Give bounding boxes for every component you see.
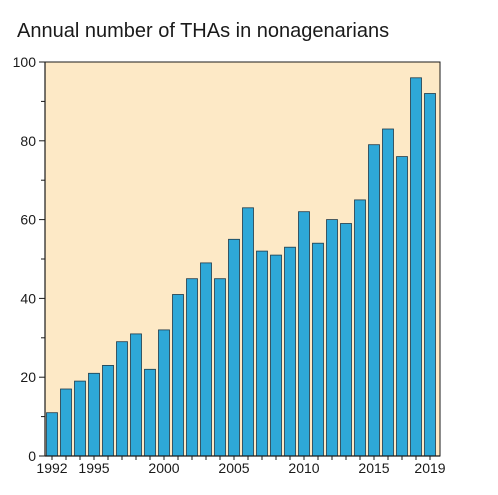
bar-2007 <box>256 250 268 457</box>
x-tick-label: 2010 <box>288 460 319 476</box>
bar-2009 <box>284 246 296 457</box>
y-tick-label: 0 <box>28 448 36 464</box>
x-tick-label: 2019 <box>414 460 445 476</box>
bar-2005 <box>228 238 240 457</box>
bar-1997 <box>116 341 128 457</box>
bar-2012 <box>326 219 338 457</box>
y-ticks-group: 0 20 40 60 80 100 <box>13 54 45 464</box>
bar-2002 <box>186 278 198 457</box>
y-tick-label: 100 <box>13 54 37 70</box>
bar-2003 <box>200 262 212 457</box>
bar-2000 <box>158 329 170 457</box>
bar-1994 <box>74 380 86 457</box>
bar-2017 <box>396 156 408 457</box>
x-tick-label: 1995 <box>78 460 109 476</box>
y-tick-label: 60 <box>20 212 36 228</box>
bar-1998 <box>130 333 142 457</box>
bar-1996 <box>102 364 114 457</box>
y-tick-label: 80 <box>20 133 36 149</box>
bar-2001 <box>172 294 184 457</box>
bar-2006 <box>242 207 254 457</box>
bar-2011 <box>312 242 324 457</box>
bar-1992 <box>46 412 58 457</box>
bar-2015 <box>368 144 380 457</box>
y-tick-label: 40 <box>20 290 36 306</box>
bar-2010 <box>298 211 310 457</box>
y-tick-label: 20 <box>20 369 36 385</box>
chart-title: Annual number of THAs in nonagenarians <box>17 20 390 42</box>
x-tick-label: 2015 <box>358 460 389 476</box>
bar-2004 <box>214 278 226 457</box>
x-ticks-group: 1992 1995 2000 2005 2010 2015 2019 <box>36 456 446 476</box>
x-tick-label: 1992 <box>36 460 67 476</box>
bar-2008 <box>270 254 282 457</box>
bar-2018 <box>410 77 422 457</box>
bar-1993 <box>60 388 72 457</box>
bar-2019 <box>424 93 436 457</box>
x-tick-label: 2005 <box>218 460 249 476</box>
bars-group <box>46 77 436 457</box>
bar-2016 <box>382 128 394 457</box>
bar-2013 <box>340 223 352 457</box>
x-tick-label: 2000 <box>148 460 179 476</box>
bar-1999 <box>144 368 156 457</box>
bar-2014 <box>354 199 366 457</box>
bar-1995 <box>88 372 100 457</box>
